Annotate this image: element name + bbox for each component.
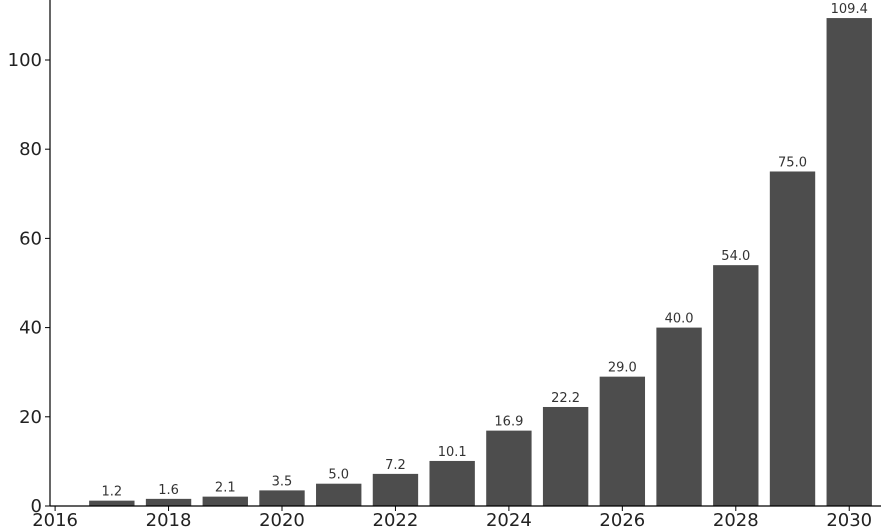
bar [486, 430, 532, 506]
value-label: 29.0 [608, 361, 637, 376]
value-label: 1.2 [101, 485, 122, 500]
value-label: 22.2 [551, 391, 580, 406]
value-label: 75.0 [778, 155, 807, 170]
value-label: 1.6 [158, 483, 179, 498]
bar [769, 171, 816, 507]
y-tick-label: 60 [19, 228, 42, 249]
y-tick-label: 0 [31, 496, 42, 517]
x-tick-label: 2024 [486, 510, 532, 531]
bar [372, 473, 419, 506]
value-label: 3.5 [272, 474, 293, 489]
bar [202, 496, 248, 506]
value-label: 16.9 [494, 415, 523, 430]
bar [826, 18, 872, 506]
x-tick-label: 2026 [599, 510, 645, 531]
x-tick-label: 2022 [373, 510, 419, 531]
bar [713, 265, 759, 506]
bar [656, 327, 702, 506]
value-label: 54.0 [721, 249, 750, 264]
bar [542, 406, 589, 506]
y-tick-label: 20 [19, 407, 42, 428]
bar [429, 460, 475, 506]
x-tick-label: 2018 [146, 510, 192, 531]
bar [145, 498, 192, 506]
x-tick-label: 2020 [259, 510, 305, 531]
y-tick-label: 80 [19, 139, 42, 160]
bar [259, 490, 305, 506]
value-label: 10.1 [438, 445, 467, 460]
x-tick-label: 2030 [826, 510, 872, 531]
bar [599, 376, 646, 506]
value-label: 109.4 [831, 2, 868, 17]
value-label: 7.2 [385, 458, 406, 473]
x-tick-label: 2028 [713, 510, 759, 531]
value-label: 5.0 [328, 468, 349, 483]
y-tick-label: 100 [8, 50, 42, 71]
x-tick-label: 2016 [32, 510, 78, 531]
y-tick-label: 40 [19, 318, 42, 339]
bar [316, 483, 362, 506]
value-label: 2.1 [215, 481, 236, 496]
value-label: 40.0 [665, 312, 694, 327]
bar [89, 500, 135, 506]
